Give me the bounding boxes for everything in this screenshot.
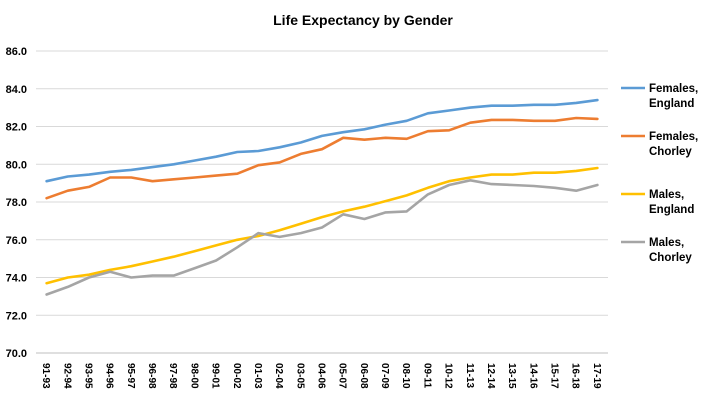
x-tick-label: 07-09 <box>379 363 390 389</box>
y-axis-ticks: 70.0 72.0 74.0 76.0 78.0 80.0 82.0 84.0 86.0 <box>6 46 27 360</box>
legend-item: Females, Chorley <box>621 131 698 158</box>
legend-label: Chorley <box>649 252 692 264</box>
x-tick-label: 08-10 <box>400 363 411 389</box>
x-tick-label: 11-13 <box>464 363 475 388</box>
x-tick-label: 99-01 <box>210 363 221 389</box>
series-line-females-england <box>45 98 599 183</box>
x-tick-label: 16-18 <box>570 363 581 389</box>
legend: Females, England Females, Chorley Males, Engl… <box>621 83 698 264</box>
series-line-males-england <box>45 166 599 285</box>
legend-label: Males, <box>649 237 684 249</box>
x-tick-label: 93-95 <box>82 363 93 389</box>
y-tick-label: 84.0 <box>6 84 27 96</box>
x-tick-label: 06-08 <box>358 363 369 389</box>
x-tick-label: 92-94 <box>61 363 72 389</box>
legend-item: Females, England <box>621 83 698 110</box>
legend-label: Females, <box>649 131 698 143</box>
x-tick-label: 96-98 <box>146 363 157 389</box>
x-tick-label: 14-16 <box>527 363 538 389</box>
x-tick-label: 95-97 <box>125 363 136 389</box>
y-tick-label: 86.0 <box>6 46 27 58</box>
x-tick-label: 15-17 <box>549 363 560 389</box>
x-tick-label: 98-00 <box>188 363 199 389</box>
series-line-males-chorley <box>45 179 599 296</box>
x-tick-label: 03-05 <box>294 363 305 389</box>
x-tick-label: 97-98 <box>167 363 178 389</box>
x-tick-label: 00-02 <box>231 363 242 389</box>
x-tick-label: 94-96 <box>104 363 115 389</box>
x-axis-ticks: 91-93 92-94 93-95 94-96 95-97 96-98 97-98 98-00… <box>40 363 602 389</box>
chart-title: Life Expectancy by Gender <box>273 12 453 28</box>
y-tick-label: 70.0 <box>6 348 27 360</box>
y-tick-label: 78.0 <box>6 197 27 209</box>
x-tick-label: 09-11 <box>421 363 432 388</box>
legend-item: Males, Chorley <box>621 237 692 264</box>
gridlines <box>36 50 608 354</box>
x-tick-label: 12-14 <box>485 363 496 389</box>
y-tick-label: 82.0 <box>6 122 27 134</box>
x-tick-label: 91-93 <box>40 363 51 389</box>
legend-label: Males, <box>649 189 684 201</box>
legend-label: Females, <box>649 83 698 95</box>
legend-label: England <box>649 204 694 216</box>
series-lines <box>45 98 599 296</box>
y-tick-label: 76.0 <box>6 235 27 247</box>
y-tick-label: 74.0 <box>6 273 27 285</box>
x-tick-label: 02-04 <box>273 363 284 389</box>
series-line-females-chorley <box>45 116 599 200</box>
legend-label: Chorley <box>649 146 692 158</box>
x-tick-label: 13-15 <box>506 363 517 389</box>
x-tick-label: 01-03 <box>252 363 263 389</box>
x-tick-label: 04-06 <box>316 363 327 389</box>
y-tick-label: 80.0 <box>6 159 27 171</box>
legend-label: England <box>649 98 694 110</box>
legend-item: Males, England <box>621 189 694 216</box>
x-tick-label: 05-07 <box>337 363 348 389</box>
x-tick-label: 10-12 <box>443 363 454 389</box>
x-tick-label: 17-19 <box>591 363 602 389</box>
y-tick-label: 72.0 <box>6 310 27 322</box>
